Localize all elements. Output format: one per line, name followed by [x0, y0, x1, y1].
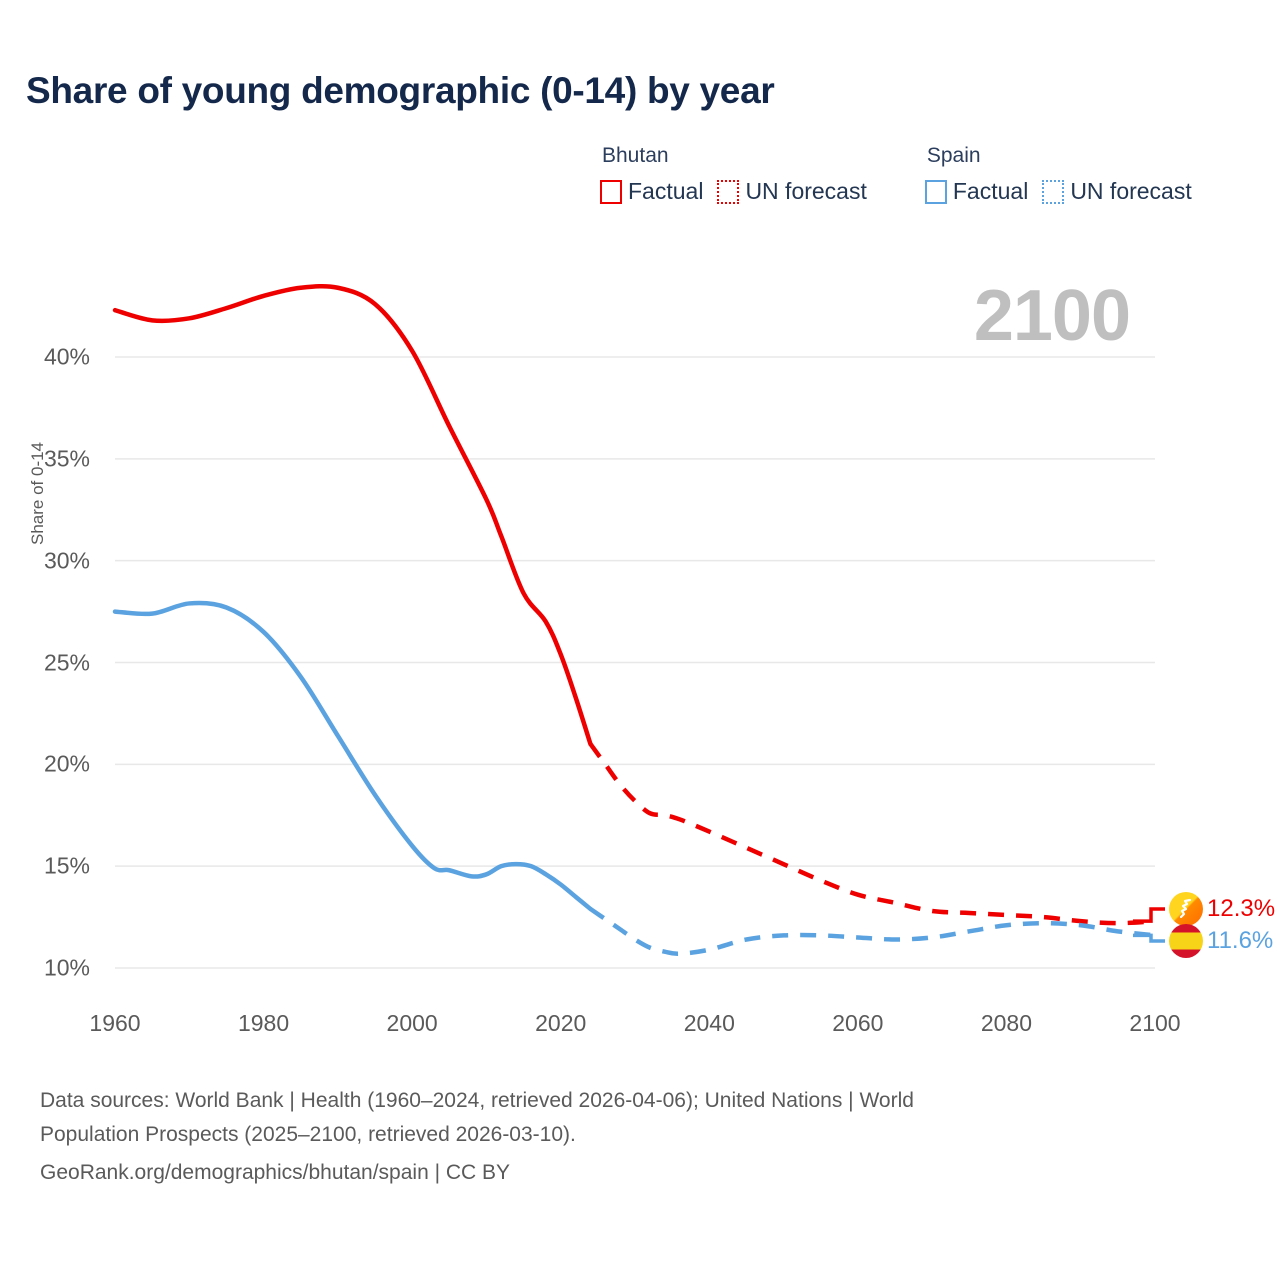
legend-label-bhutan-factual: Factual — [628, 178, 704, 204]
end-value-bhutan: 12.3% — [1207, 895, 1276, 922]
y-tick-label: 10% — [43, 954, 90, 981]
legend-label-spain-factual: Factual — [952, 178, 1029, 204]
x-tick-label: 1960 — [89, 1010, 141, 1036]
legend-item-bhutan-factual[interactable]: Factual — [600, 178, 703, 205]
legend-swatch-dotted-icon — [717, 179, 740, 204]
y-tick-label: 25% — [43, 649, 90, 675]
legend-country-spain: Spain — [926, 144, 981, 167]
legend-swatch-solid-icon — [924, 179, 947, 204]
x-tick-label: 2080 — [980, 1010, 1033, 1036]
x-tick-label: 2000 — [386, 1010, 438, 1036]
legend-item-spain-factual[interactable]: Factual — [924, 178, 1029, 205]
bhutan-flag-icon — [1169, 892, 1203, 926]
y-tick-label: 30% — [43, 547, 90, 574]
x-tick-label: 2100 — [1129, 1010, 1181, 1036]
footer-credit[interactable]: GeoRank.org/demographics/bhutan/spain | … — [40, 1161, 511, 1184]
legend-item-spain-forecast[interactable]: UN forecast — [1042, 178, 1192, 205]
legend-label-spain-forecast: UN forecast — [1070, 178, 1192, 204]
x-tick-label: 2060 — [832, 1010, 884, 1036]
end-value-spain: 11.6% — [1207, 927, 1274, 954]
legend-country-bhutan: Bhutan — [602, 144, 669, 167]
end-label-bhutan: 12.3% — [1169, 892, 1275, 926]
footer-sources-line1: Data sources: World Bank | Health (1960–… — [40, 1089, 914, 1112]
x-tick-label: 2020 — [535, 1010, 587, 1036]
legend-group-spain: Spain Factual UN forecast — [924, 144, 1192, 205]
y-tick-label: 40% — [43, 343, 90, 370]
footer: Data sources: World Bank | Health (1960–… — [40, 1084, 1240, 1190]
legend-group-bhutan: Bhutan Factual UN forecast — [600, 144, 867, 205]
year-watermark: 2100 — [973, 276, 1131, 356]
footer-sources-line2: Population Prospects (2025–2100, retriev… — [40, 1123, 576, 1146]
x-tick-label: 2040 — [683, 1010, 735, 1036]
y-tick-label: 20% — [43, 750, 90, 777]
spain-flag-icon — [1169, 924, 1203, 958]
y-tick-label: 15% — [43, 852, 90, 879]
legend-swatch-solid-icon — [600, 179, 622, 204]
end-label-spain: 11.6% — [1169, 924, 1273, 958]
legend-item-bhutan-forecast[interactable]: UN forecast — [717, 178, 867, 205]
y-tick-label: 35% — [43, 445, 90, 472]
x-tick-label: 1980 — [237, 1010, 290, 1036]
chart-legend: Bhutan Factual UN forecast Spain Factual — [600, 144, 1192, 205]
legend-swatch-dotted-icon — [1042, 179, 1065, 204]
page-title: Share of young demographic (0-14) by yea… — [26, 70, 775, 111]
legend-label-bhutan-forecast: UN forecast — [745, 178, 867, 204]
